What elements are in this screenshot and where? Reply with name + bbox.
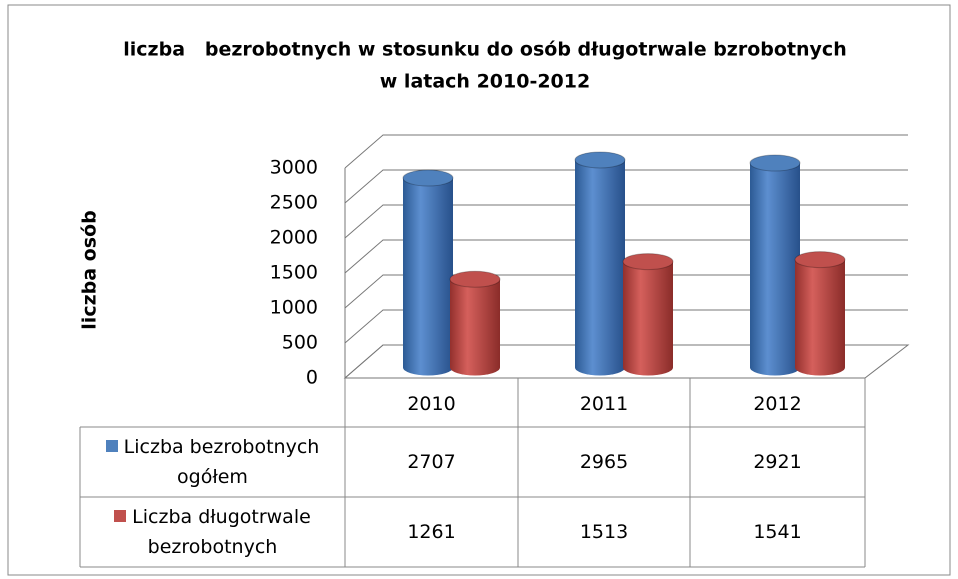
table-value: 2707 <box>407 451 456 473</box>
grid-line <box>344 344 908 379</box>
grid-line <box>344 134 908 169</box>
cylinder-body <box>575 159 625 376</box>
table-value: 1541 <box>753 521 802 543</box>
cylinder-body <box>402 178 453 376</box>
y-tick-label: 3000 <box>270 157 318 179</box>
cylinder-top <box>622 253 674 271</box>
data-table-lines <box>79 378 866 568</box>
grid-line <box>344 274 908 309</box>
cylinder <box>794 251 846 376</box>
cylinder-top <box>749 154 801 172</box>
cylinder-body <box>623 261 673 376</box>
table-value: 1513 <box>579 521 629 543</box>
grid-line <box>344 204 908 239</box>
cylinder <box>574 151 626 376</box>
legend-cell: Liczba bezrobotnych ogółem <box>80 427 345 497</box>
cylinder-body <box>450 279 500 376</box>
legend-swatch <box>114 510 127 522</box>
cylinder-top <box>402 169 454 187</box>
grid-line <box>344 169 908 204</box>
x-tick-label: 2012 <box>753 392 802 415</box>
table-value: 1261 <box>407 521 456 543</box>
table-value: 2921 <box>753 451 802 473</box>
y-tick-label: 1000 <box>270 297 318 319</box>
legend-label: Liczba długotrwale bezrobotnych <box>132 506 311 558</box>
legend-entry: Liczba długotrwale bezrobotnych <box>90 502 335 562</box>
legend-label: Liczba bezrobotnych ogółem <box>123 436 320 488</box>
cylinder <box>622 253 674 376</box>
cylinder-top <box>574 151 626 169</box>
cylinder <box>449 270 501 376</box>
chart-subtitle: w latach 2010-2012 <box>380 71 590 93</box>
cylinder-top <box>449 270 501 288</box>
y-tick-label: 500 <box>282 332 318 354</box>
cylinder-body <box>750 163 800 376</box>
legend-entry: Liczba bezrobotnych ogółem <box>90 432 335 492</box>
cylinder <box>402 169 454 376</box>
y-tick-label: 2500 <box>270 192 318 214</box>
x-tick-label: 2011 <box>579 392 629 415</box>
x-tick-label: 2010 <box>407 392 456 415</box>
y-axis-label: liczba osób <box>79 210 101 329</box>
y-tick-label: 0 <box>306 367 318 389</box>
chart-title: liczba bezrobotnych w stosunku do osób d… <box>123 39 846 61</box>
legend-swatch <box>105 440 118 452</box>
y-tick-label: 2000 <box>270 227 318 249</box>
legend-cell: Liczba długotrwale bezrobotnych <box>80 497 345 567</box>
y-tick-label: 1500 <box>270 262 318 284</box>
grid-line <box>344 239 908 274</box>
table-value: 2965 <box>579 451 629 473</box>
cylinder-body <box>795 259 845 376</box>
grid-line <box>344 309 908 344</box>
cylinder <box>749 154 801 376</box>
cylinder-top <box>794 251 846 269</box>
